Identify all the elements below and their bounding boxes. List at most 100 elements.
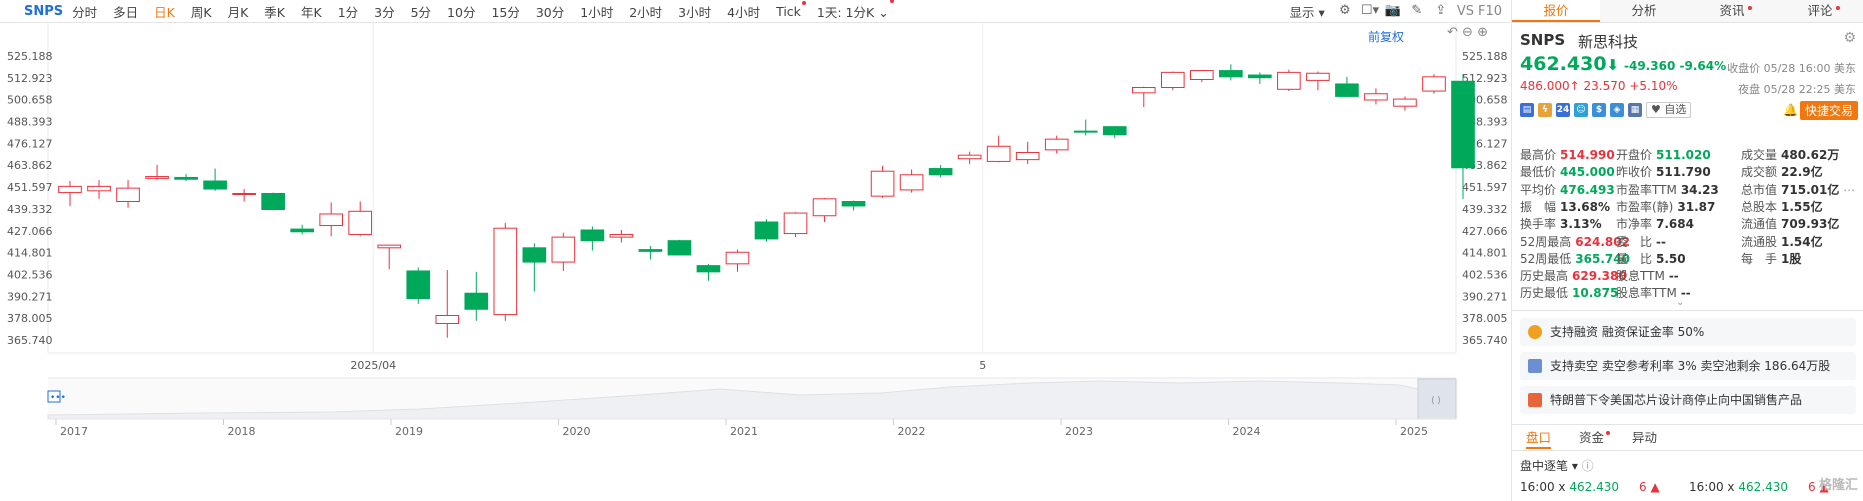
timeframe-7[interactable]: 1分 <box>337 4 359 20</box>
layout-icon[interactable]: ☐▾ <box>1360 3 1379 18</box>
candle-body <box>1160 71 1185 89</box>
chart-controls: ↶ ⊖ ⊕ <box>1447 25 1488 40</box>
stat-1-2: 成交额 22.9亿 <box>1741 163 1823 180</box>
stat-label: 市盈率TTM <box>1616 182 1677 197</box>
camera-icon[interactable]: 📷 <box>1384 3 1401 18</box>
settings-icon[interactable]: ⚙ <box>1338 3 1351 18</box>
panel-tab-1[interactable]: 分析 <box>1600 0 1688 22</box>
year-label: 2020 <box>563 425 591 438</box>
timeframe-6[interactable]: 年K <box>300 4 322 20</box>
info-short-text: 支持卖空 卖空参考利率 3% 卖空池剩余 186.64万股 <box>1550 359 1831 373</box>
ticks-title[interactable]: 盘中逐笔 ▾ ⓘ <box>1520 459 1594 473</box>
dollar-icon[interactable]: $ <box>1592 103 1606 117</box>
stat-2-2: 总市值 715.01亿 ⋯ <box>1741 181 1855 198</box>
bottom-tab-0[interactable]: 盘口 <box>1526 427 1552 449</box>
year-label: 2022 <box>898 425 926 438</box>
candle-body <box>725 251 750 265</box>
timeframe-4[interactable]: 月K <box>227 4 249 20</box>
candle-body <box>667 240 692 256</box>
vs-compare-button[interactable]: VS <box>1456 3 1474 19</box>
timeframe-8[interactable]: 3分 <box>374 4 395 20</box>
report-icon[interactable]: ▦ <box>1628 103 1642 117</box>
timeframe-14[interactable]: 2小时 <box>629 4 663 20</box>
year-label: 2018 <box>228 425 256 438</box>
timeframe-10[interactable]: 10分 <box>447 4 476 20</box>
news-doc-icon <box>1528 393 1542 407</box>
navigator-arrows-icon: ⟨ ⟩ <box>1431 396 1441 406</box>
timeframe-5[interactable]: 季K <box>264 4 285 20</box>
timeframe-2[interactable]: 日K <box>154 4 175 20</box>
timeframe-11[interactable]: 15分 <box>491 4 520 20</box>
adjust-mode-button[interactable]: 前复权 <box>1367 30 1404 44</box>
info-news[interactable]: 特朗普下令美国芯片设计商停止向中国销售产品 <box>1520 386 1856 414</box>
zoom-in-icon[interactable]: ⊕ <box>1477 25 1488 40</box>
tick-qty: 6 ▲ <box>1639 480 1660 494</box>
stat-value: 10.875 <box>1572 286 1619 301</box>
quick-trade-button[interactable]: 快捷交易 <box>1800 101 1859 120</box>
undo-icon[interactable]: ↶ <box>1447 25 1458 40</box>
stat-value: 5.50 <box>1656 251 1686 266</box>
stat-5-0: 52周最高 624.802 <box>1520 233 1630 250</box>
stat-2-1: 市盈率TTM 34.23 <box>1616 181 1719 198</box>
margin-icon[interactable]: ϟ <box>1538 103 1552 117</box>
red-dot-icon <box>1606 431 1611 435</box>
stat-value: -- <box>1668 269 1679 284</box>
display-dropdown[interactable]: 显示 ▾ <box>1289 4 1325 20</box>
toolbar-symbol[interactable]: SNPS <box>24 3 64 19</box>
more-icon[interactable]: ⋯ <box>1839 182 1856 197</box>
candle-body <box>754 221 779 240</box>
timeframe-3[interactable]: 周K <box>190 4 212 20</box>
draw-pen-icon[interactable]: ✎ <box>1411 3 1423 18</box>
timeframe-1[interactable]: 多日 <box>113 4 139 20</box>
timeframe-15[interactable]: 3小时 <box>678 4 712 20</box>
bottom-tab-2[interactable]: 异动 <box>1632 427 1657 449</box>
f10-button[interactable]: F10 <box>1477 3 1502 19</box>
stat-value: 476.493 <box>1560 182 1615 197</box>
more-icon[interactable]: ⚙ <box>1843 30 1856 46</box>
stat-1-0: 最低价 445.000 <box>1520 163 1615 180</box>
stat-label: 最高价 <box>1520 148 1557 162</box>
timeframe-13[interactable]: 1小时 <box>580 4 614 20</box>
candle-body <box>957 154 982 160</box>
bottom-tab-1[interactable]: 资金 <box>1579 427 1611 449</box>
red-dot-icon <box>889 0 894 3</box>
robot-icon[interactable]: ☺ <box>1574 103 1588 117</box>
stat-label: 昨收价 <box>1616 165 1653 180</box>
timeframe-16[interactable]: 4小时 <box>727 4 761 20</box>
stat-value: 13.68% <box>1560 199 1610 214</box>
info-margin[interactable]: 支持融资 融资保证金率 50% <box>1520 318 1856 346</box>
bottom-tab-label: 盘口 <box>1526 430 1552 445</box>
timeframe-18[interactable]: 1天: 1分K ⌄ <box>817 0 894 21</box>
share-icon[interactable]: ⇪ <box>1435 3 1447 18</box>
panel-tab-3[interactable]: 评论 <box>1776 0 1863 22</box>
chart-toolbar: SNPS 分时 多日 日K 周K 月K 季K 年K 1分 3分 5分 10分 15分 30分 1小时 2小时… <box>0 0 1510 23</box>
info-short[interactable]: 支持卖空 卖空参考利率 3% 卖空池剩余 186.64万股 <box>1520 352 1856 380</box>
candle-body <box>609 233 634 238</box>
bell-icon[interactable]: 🔔 <box>1783 103 1798 117</box>
y-tick-label-right: 365.740 <box>1462 334 1508 347</box>
panel-tab-2[interactable]: 资讯 <box>1688 0 1776 22</box>
kline-chart-area[interactable]: 前复权 ↶ ⊖ ⊕ 525.188 525.188 512.923 512.923 50… <box>0 23 1510 453</box>
timeframe-9[interactable]: 5分 <box>410 4 432 20</box>
timeframe-12[interactable]: 30分 <box>535 4 565 20</box>
stat-8-0: 历史最低 10.875 <box>1520 284 1618 301</box>
candle-body <box>406 270 431 300</box>
candle-body <box>551 236 576 263</box>
candle-body <box>232 192 256 195</box>
add-watchlist-button[interactable]: ♥ 自选 <box>1646 102 1692 118</box>
candle-body <box>928 168 953 176</box>
timeframe-17[interactable]: Tick <box>776 0 806 19</box>
timeframe-0[interactable]: 分时 <box>72 4 98 20</box>
candle-body <box>1306 72 1330 81</box>
info-icon[interactable]: ⓘ <box>1581 459 1594 473</box>
candle-body <box>1393 98 1417 107</box>
panel-tab-0[interactable]: 报价 <box>1512 0 1600 22</box>
candle-body <box>522 247 547 263</box>
expand-chevron-icon[interactable]: ⌄ <box>1676 297 1685 308</box>
candle-body <box>261 192 285 211</box>
zoom-out-icon[interactable]: ⊖ <box>1462 25 1473 40</box>
y-tick-label-left: 476.127 <box>7 137 53 150</box>
24h-icon[interactable]: 24 <box>1556 103 1570 117</box>
option-icon[interactable]: ◈ <box>1610 103 1624 117</box>
short-chart-icon <box>1528 359 1542 373</box>
